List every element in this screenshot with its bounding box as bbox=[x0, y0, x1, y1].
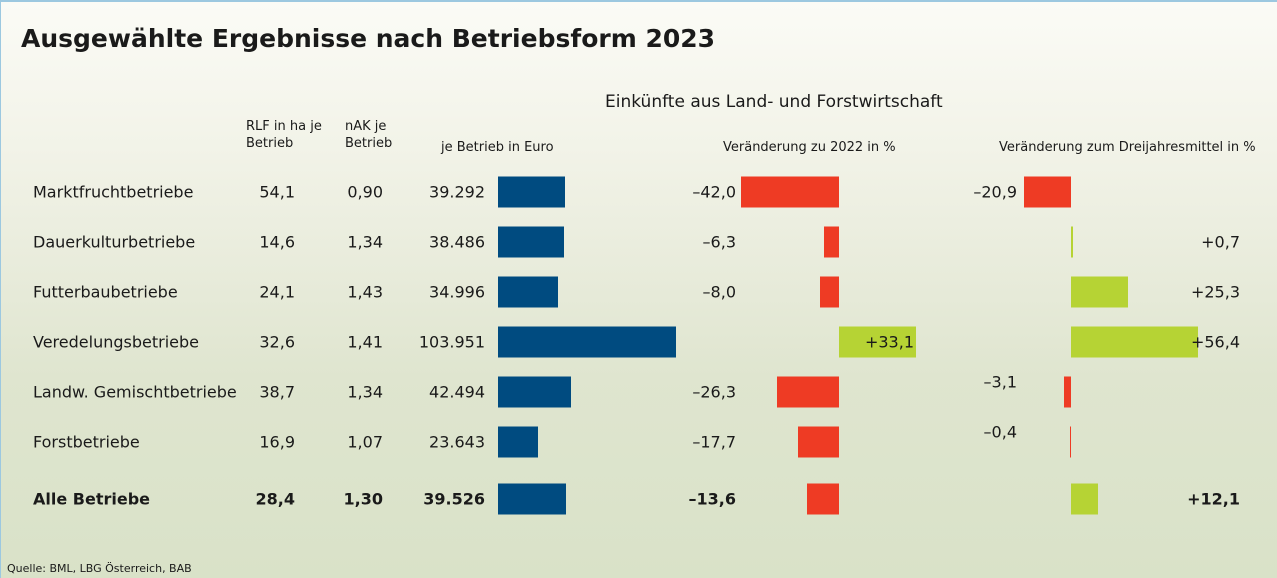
table-cell: 1,07 bbox=[347, 432, 383, 452]
source: Quelle: BML, LBG Österreich, BAB bbox=[7, 562, 192, 575]
table-cell: 16,9 bbox=[259, 432, 295, 452]
bar bbox=[797, 426, 839, 458]
bar bbox=[740, 176, 839, 208]
column-header: je Betrieb in Euro bbox=[441, 140, 554, 155]
category-label: Veredelungsbetriebe bbox=[33, 332, 199, 352]
bar bbox=[498, 276, 558, 308]
bar bbox=[1023, 176, 1071, 208]
bar bbox=[777, 376, 839, 408]
table-cell: 1,34 bbox=[347, 232, 383, 252]
value-label: +0,7 bbox=[1201, 232, 1240, 252]
category-label: Landw. Gemischtbetriebe bbox=[33, 382, 237, 402]
value-label: +33,1 bbox=[864, 332, 914, 352]
value-label: +12,1 bbox=[1187, 489, 1240, 509]
value-label: 103.951 bbox=[418, 332, 485, 352]
value-label: –20,9 bbox=[973, 182, 1017, 202]
column-header: RLF in ha je Betrieb bbox=[246, 119, 322, 151]
table-cell: 32,6 bbox=[259, 332, 295, 352]
value-label: 39.292 bbox=[429, 182, 485, 202]
bar bbox=[498, 176, 566, 208]
category-label: Forstbetriebe bbox=[33, 432, 140, 452]
value-label: +56,4 bbox=[1190, 332, 1240, 352]
table-cell: 1,30 bbox=[343, 489, 383, 509]
bar bbox=[1071, 483, 1099, 515]
column-header: Veränderung zum Dreijahresmittel in % bbox=[999, 140, 1256, 155]
category-label: Marktfruchtbetriebe bbox=[33, 182, 194, 202]
table-cell: 1,34 bbox=[347, 382, 383, 402]
bar bbox=[839, 326, 917, 358]
bar bbox=[1071, 276, 1128, 308]
table-cell: 0,90 bbox=[347, 182, 383, 202]
value-label: –0,4 bbox=[983, 422, 1017, 442]
category-label: Futterbaubetriebe bbox=[33, 282, 178, 302]
column-header: Veränderung zu 2022 in % bbox=[723, 140, 896, 155]
bar bbox=[824, 226, 839, 258]
table-cell: 1,41 bbox=[347, 332, 383, 352]
value-label: 42.494 bbox=[429, 382, 485, 402]
value-label: –26,3 bbox=[692, 382, 736, 402]
value-label: –6,3 bbox=[702, 232, 736, 252]
category-label: Alle Betriebe bbox=[33, 489, 150, 509]
group-header: Einkünfte aus Land- und Forstwirtschaft bbox=[605, 92, 943, 112]
value-label: –13,6 bbox=[688, 489, 736, 509]
value-label: +25,3 bbox=[1190, 282, 1240, 302]
bar bbox=[1071, 326, 1198, 358]
table-cell: 24,1 bbox=[259, 282, 295, 302]
value-label: –8,0 bbox=[702, 282, 736, 302]
table-cell: 38,7 bbox=[259, 382, 295, 402]
value-label: 39.526 bbox=[423, 489, 485, 509]
bar bbox=[1071, 226, 1073, 258]
bar bbox=[820, 276, 839, 308]
value-label: 23.643 bbox=[429, 432, 485, 452]
category-label: Dauerkulturbetriebe bbox=[33, 232, 196, 252]
value-label: –42,0 bbox=[692, 182, 736, 202]
value-label: –3,1 bbox=[983, 372, 1017, 392]
bar bbox=[1070, 426, 1071, 458]
table-cell: 28,4 bbox=[255, 489, 295, 509]
bar bbox=[498, 326, 676, 358]
table-cell: 14,6 bbox=[259, 232, 295, 252]
column-header: nAK je Betrieb bbox=[345, 119, 393, 151]
value-label: 34.996 bbox=[429, 282, 485, 302]
bar bbox=[498, 483, 566, 515]
bar bbox=[498, 426, 539, 458]
value-label: 38.486 bbox=[429, 232, 485, 252]
bar bbox=[498, 376, 571, 408]
chart-title: Ausgewählte Ergebnisse nach Betriebsform… bbox=[21, 24, 716, 53]
bar bbox=[807, 483, 839, 515]
bar bbox=[1064, 376, 1071, 408]
value-label: –17,7 bbox=[692, 432, 736, 452]
bar bbox=[498, 226, 564, 258]
table-cell: 54,1 bbox=[259, 182, 295, 202]
table-cell: 1,43 bbox=[347, 282, 383, 302]
